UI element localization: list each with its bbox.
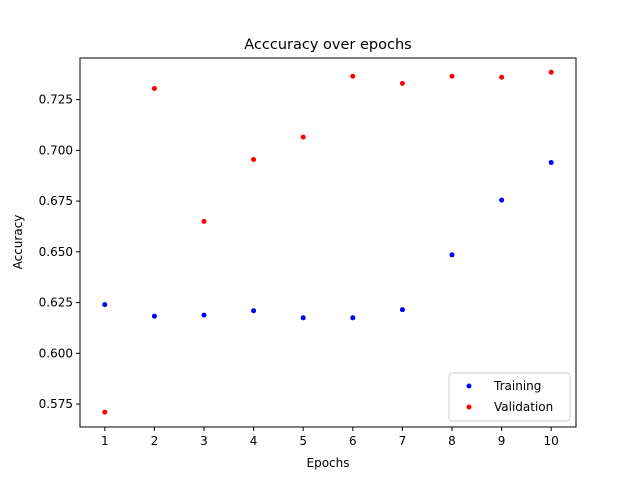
- x-tick-label: 1: [101, 434, 109, 448]
- x-tick-label: 3: [200, 434, 208, 448]
- y-tick-label: 0.700: [39, 143, 73, 157]
- y-tick-label: 0.725: [39, 93, 73, 107]
- y-tick-label: 0.675: [39, 194, 73, 208]
- validation-point: [300, 134, 306, 140]
- x-tick-label: 4: [250, 434, 258, 448]
- x-axis-ticks: 1 2 3 4 5 6 7 8 9 10: [101, 427, 559, 448]
- legend: Training Validation: [448, 372, 571, 422]
- legend-marker-training: [466, 383, 472, 389]
- validation-point: [499, 74, 505, 80]
- x-axis-label: Epochs: [307, 456, 350, 470]
- y-tick-label: 0.575: [39, 397, 73, 411]
- training-point: [548, 160, 554, 166]
- legend-marker-validation: [466, 404, 472, 410]
- x-tick-label: 9: [498, 434, 506, 448]
- legend-label-validation: Validation: [494, 400, 553, 414]
- training-point: [499, 197, 505, 203]
- training-point: [102, 302, 108, 308]
- validation-point: [102, 409, 108, 415]
- y-tick-label: 0.600: [39, 346, 73, 360]
- training-point: [300, 315, 306, 321]
- x-tick-label: 7: [399, 434, 407, 448]
- y-axis-label: Accuracy: [11, 215, 25, 270]
- x-tick-label: 6: [349, 434, 357, 448]
- validation-point: [251, 156, 257, 162]
- chart-title: Acccuracy over epochs: [244, 37, 411, 53]
- training-point: [449, 252, 455, 258]
- data-points: [102, 69, 554, 415]
- y-tick-label: 0.650: [39, 245, 73, 259]
- validation-point: [201, 218, 207, 224]
- legend-box: [448, 372, 571, 422]
- training-point: [151, 313, 157, 319]
- validation-point: [151, 85, 157, 91]
- training-point: [251, 308, 257, 314]
- plot-area: [79, 57, 577, 428]
- y-tick-label: 0.625: [39, 296, 73, 310]
- training-point: [201, 312, 207, 318]
- x-tick-label: 8: [448, 434, 456, 448]
- x-tick-label: 2: [151, 434, 159, 448]
- training-point: [399, 307, 405, 313]
- training-point: [350, 315, 356, 321]
- validation-point: [399, 80, 405, 86]
- validation-point: [350, 73, 356, 79]
- x-tick-label: 5: [299, 434, 307, 448]
- y-axis-ticks: 0.575 0.600 0.625 0.650 0.675 0.700 0.725: [39, 93, 80, 411]
- validation-point: [548, 69, 554, 75]
- validation-point: [449, 73, 455, 79]
- x-tick-label: 10: [544, 434, 559, 448]
- legend-label-training: Training: [493, 379, 541, 393]
